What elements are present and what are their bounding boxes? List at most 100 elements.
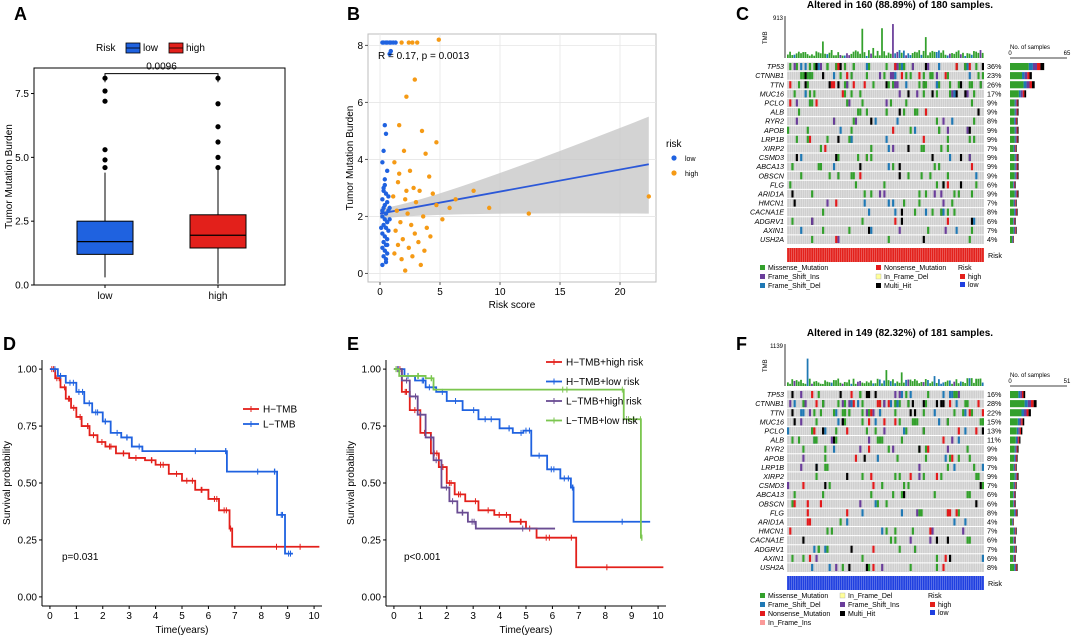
mutation-cell bbox=[841, 400, 844, 408]
mutation-cell bbox=[817, 391, 820, 399]
point-high bbox=[403, 268, 408, 273]
legend-label: Frame_Shift_Ins bbox=[768, 274, 820, 281]
mutation-cell bbox=[953, 463, 956, 471]
x-tick-label: 6 bbox=[550, 611, 556, 622]
gene-label: OBSCN bbox=[758, 499, 784, 508]
tmb-bar bbox=[870, 380, 872, 386]
km-curve bbox=[393, 368, 651, 523]
gene-percent: 9% bbox=[987, 126, 998, 135]
mutation-cell bbox=[867, 63, 871, 71]
mutation-cell bbox=[909, 126, 912, 134]
tmb-bar bbox=[957, 50, 960, 58]
mutation-cell bbox=[791, 217, 794, 225]
mutation-cell bbox=[878, 409, 882, 417]
mutation-cell bbox=[841, 563, 844, 571]
mutation-cell bbox=[804, 81, 807, 89]
mutation-cell bbox=[848, 400, 851, 408]
tmb-bar bbox=[797, 51, 800, 58]
sample-count-bar bbox=[1016, 472, 1018, 480]
mutation-cell bbox=[977, 108, 980, 116]
point-high bbox=[417, 188, 422, 193]
x-tick-label: 8 bbox=[258, 611, 264, 622]
sample-count-bar bbox=[1010, 90, 1019, 98]
tmb-bar bbox=[793, 54, 796, 58]
tmb-bar bbox=[791, 379, 794, 386]
tmb-bar bbox=[850, 383, 853, 386]
gene-percent: 15% bbox=[987, 417, 1002, 426]
sample-count-bar bbox=[1010, 472, 1015, 480]
sample-count-bar bbox=[1031, 81, 1035, 89]
mutation-cell bbox=[848, 563, 851, 571]
tmb-bar bbox=[981, 382, 984, 386]
tmb-bar bbox=[808, 378, 811, 386]
panel-f-oncoplot: Altered in 149 (82.32%) of 181 samples. 1… bbox=[750, 328, 1071, 627]
gene-percent: 9% bbox=[987, 108, 998, 117]
sample-count-bar bbox=[1017, 154, 1019, 162]
sample-count-bar bbox=[1016, 208, 1017, 216]
mutation-cell bbox=[808, 554, 812, 562]
mutation-cell bbox=[835, 154, 838, 162]
tmb-bar bbox=[848, 379, 851, 386]
mutation-cell bbox=[850, 172, 853, 180]
mutation-cell bbox=[898, 108, 901, 116]
sample-count-bar bbox=[1016, 154, 1018, 162]
mutation-cell bbox=[843, 418, 847, 426]
mutation-cell bbox=[938, 81, 941, 89]
tmb-bar bbox=[948, 380, 951, 386]
mutation-cell bbox=[889, 72, 893, 80]
legend-label: low bbox=[143, 43, 159, 54]
sample-count-bar bbox=[1010, 172, 1015, 180]
sample-count-bar bbox=[1010, 226, 1014, 234]
mutation-cell bbox=[903, 482, 906, 490]
mutation-cell bbox=[892, 445, 895, 453]
mutation-cell bbox=[892, 144, 895, 152]
mutation-cell bbox=[900, 436, 904, 444]
mutation-cell bbox=[797, 108, 801, 116]
tmb-bar bbox=[819, 383, 822, 386]
sample-count-bar bbox=[1031, 400, 1034, 408]
mutation-cell bbox=[955, 400, 958, 408]
mutation-cell bbox=[824, 445, 827, 453]
tmb-bar bbox=[841, 55, 844, 58]
mutation-cell bbox=[898, 163, 901, 171]
mutation-cell bbox=[865, 409, 868, 417]
tmb-bar bbox=[975, 378, 977, 386]
mutation-cell bbox=[968, 235, 971, 243]
tmb-bar bbox=[938, 50, 940, 58]
point-high bbox=[393, 228, 398, 233]
x-tick-label: 1 bbox=[74, 611, 80, 622]
km-curve bbox=[393, 368, 556, 530]
mutation-cell bbox=[822, 491, 825, 499]
sample-count-bar bbox=[1015, 527, 1017, 535]
mutation-cell bbox=[837, 81, 840, 89]
mutation-cell bbox=[892, 491, 895, 499]
mutation-cell bbox=[865, 108, 868, 116]
mutation-cell bbox=[822, 400, 825, 408]
y-tick-label: 4 bbox=[357, 155, 363, 166]
legend-swatch bbox=[760, 620, 765, 625]
sample-count-bar bbox=[1018, 436, 1020, 444]
point-high bbox=[423, 151, 428, 156]
mutation-cell bbox=[898, 63, 901, 71]
tmb-bar bbox=[843, 55, 846, 58]
mutation-cell bbox=[837, 154, 840, 162]
tmb-bar bbox=[900, 372, 903, 386]
mutation-cell bbox=[968, 154, 971, 162]
mutation-cell bbox=[850, 391, 853, 399]
sample-count-bar bbox=[1017, 172, 1019, 180]
gene-percent: 9% bbox=[987, 472, 998, 481]
sample-count-bar bbox=[1020, 391, 1023, 399]
tmb-bar bbox=[876, 50, 879, 58]
mutation-cell bbox=[955, 63, 958, 71]
sample-count-bar bbox=[1013, 554, 1015, 562]
mutation-cell bbox=[981, 463, 984, 471]
risk-legend-swatch bbox=[960, 274, 965, 279]
mutation-cell bbox=[927, 391, 930, 399]
mutation-cell bbox=[791, 554, 794, 562]
mutation-cell bbox=[894, 527, 897, 535]
y-axis-label: Tumor Mutation Burden bbox=[345, 106, 356, 211]
gene-percent: 9% bbox=[987, 445, 998, 454]
mutation-cell bbox=[942, 199, 945, 207]
sample-count-bar bbox=[1015, 482, 1016, 490]
mutation-cell bbox=[946, 181, 949, 189]
